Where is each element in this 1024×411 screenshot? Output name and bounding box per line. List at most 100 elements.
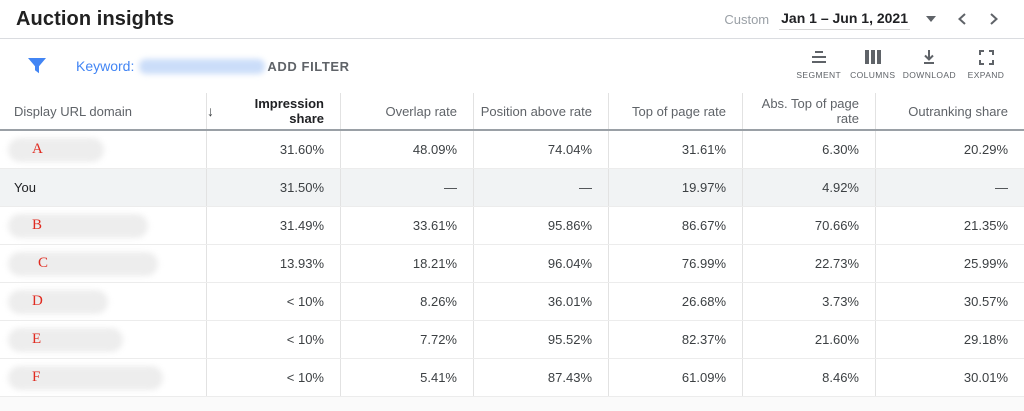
add-filter-button[interactable]: ADD FILTER — [267, 58, 350, 74]
column-header-abs-top-of-page-rate[interactable]: Abs. Top of page rate — [742, 93, 875, 129]
column-header-impression-share[interactable]: ↓ Impression share — [206, 93, 340, 129]
outranking-share-cell: 25.99% — [875, 245, 1024, 282]
top-of-page-rate-cell: 26.68% — [608, 283, 742, 320]
overlap-rate-cell: 33.61% — [340, 207, 473, 244]
table-row[interactable]: E < 10% 7.72% 95.52% 82.37% 21.60% 29.18… — [0, 321, 1024, 359]
column-header-impression-share-label: Impression share — [254, 96, 324, 126]
table-toolbar: SEGMENT COLUMNS DOWNLOAD EXPAND — [789, 47, 1010, 80]
title-bar: Auction insights Custom Jan 1 – Jun 1, 2… — [0, 0, 1024, 39]
domain-cell-redacted: F — [0, 359, 206, 396]
table-row[interactable]: B 31.49% 33.61% 95.86% 86.67% 70.66% 21.… — [0, 207, 1024, 245]
abs-top-of-page-rate-cell: 8.46% — [742, 359, 875, 396]
domain-cell-redacted: D — [0, 283, 206, 320]
chevron-right-icon[interactable] — [982, 7, 1006, 31]
column-header-top-of-page-rate[interactable]: Top of page rate — [608, 93, 742, 129]
top-of-page-rate-cell: 19.97% — [608, 169, 742, 206]
position-above-rate-cell: 74.04% — [473, 131, 608, 168]
outranking-share-cell: 21.35% — [875, 207, 1024, 244]
position-above-rate-cell: — — [473, 169, 608, 206]
expand-button[interactable]: EXPAND — [962, 47, 1010, 80]
redaction-blur — [8, 290, 108, 314]
domain-cell-redacted: A — [0, 131, 206, 168]
redaction-blur — [8, 214, 148, 238]
column-header-overlap-rate[interactable]: Overlap rate — [340, 93, 473, 129]
outranking-share-cell: — — [875, 169, 1024, 206]
column-header-position-above-rate[interactable]: Position above rate — [473, 93, 608, 129]
redaction-blur — [8, 252, 158, 276]
segment-button[interactable]: SEGMENT — [795, 47, 843, 80]
abs-top-of-page-rate-cell: 4.92% — [742, 169, 875, 206]
position-above-rate-cell: 95.86% — [473, 207, 608, 244]
top-of-page-rate-cell: 61.09% — [608, 359, 742, 396]
page-background-strip — [0, 397, 1024, 411]
position-above-rate-cell: 36.01% — [473, 283, 608, 320]
table-header-row: Display URL domain ↓ Impression share Ov… — [0, 93, 1024, 131]
competitor-label: B — [32, 217, 43, 233]
abs-top-of-page-rate-cell: 22.73% — [742, 245, 875, 282]
keyword-filter-chip[interactable]: Keyword: — [76, 58, 135, 74]
position-above-rate-cell: 96.04% — [473, 245, 608, 282]
competitor-label: F — [32, 369, 41, 385]
redaction-blur — [8, 328, 123, 352]
filter-icon — [28, 58, 46, 74]
impression-share-cell: < 10% — [206, 359, 340, 396]
page-title: Auction insights — [16, 7, 175, 30]
overlap-rate-cell: 5.41% — [340, 359, 473, 396]
top-of-page-rate-cell: 31.61% — [608, 131, 742, 168]
outranking-share-cell: 30.01% — [875, 359, 1024, 396]
overlap-rate-cell: 48.09% — [340, 131, 473, 168]
column-header-display-url-domain[interactable]: Display URL domain — [14, 103, 133, 119]
chevron-down-icon[interactable] — [926, 16, 936, 22]
position-above-rate-cell: 95.52% — [473, 321, 608, 358]
overlap-rate-cell: 7.72% — [340, 321, 473, 358]
table-row[interactable]: C 13.93% 18.21% 96.04% 76.99% 22.73% 25.… — [0, 245, 1024, 283]
abs-top-of-page-rate-cell: 3.73% — [742, 283, 875, 320]
top-of-page-rate-cell: 82.37% — [608, 321, 742, 358]
impression-share-cell: < 10% — [206, 283, 340, 320]
outranking-share-cell: 29.18% — [875, 321, 1024, 358]
domain-cell-redacted: B — [0, 207, 206, 244]
competitor-label: C — [38, 255, 49, 271]
segment-icon — [811, 47, 826, 67]
table-row-you[interactable]: You 31.50% — — 19.97% 4.92% — — [0, 169, 1024, 207]
table-row[interactable]: F < 10% 5.41% 87.43% 61.09% 8.46% 30.01% — [0, 359, 1024, 397]
download-label: DOWNLOAD — [902, 70, 956, 80]
columns-button[interactable]: COLUMNS — [849, 47, 897, 80]
keyword-value-redacted[interactable] — [139, 58, 266, 74]
overlap-rate-cell: 18.21% — [340, 245, 473, 282]
overlap-rate-cell: 8.26% — [340, 283, 473, 320]
segment-label: SEGMENT — [796, 70, 842, 80]
impression-share-cell: < 10% — [206, 321, 340, 358]
filter-bar: Keyword: ADD FILTER SEGMENT COLUMNS DOW — [0, 39, 1024, 93]
position-above-rate-cell: 87.43% — [473, 359, 608, 396]
competitor-label: D — [32, 293, 43, 309]
domain-cell-redacted: C — [0, 245, 206, 282]
impression-share-cell: 31.49% — [206, 207, 340, 244]
top-of-page-rate-cell: 86.67% — [608, 207, 742, 244]
impression-share-cell: 31.50% — [206, 169, 340, 206]
table-row[interactable]: D < 10% 8.26% 36.01% 26.68% 3.73% 30.57% — [0, 283, 1024, 321]
chevron-left-icon[interactable] — [950, 7, 974, 31]
sort-descending-icon: ↓ — [207, 103, 214, 119]
date-preset-label: Custom — [724, 11, 770, 27]
date-range-picker[interactable]: Jan 1 – Jun 1, 2021 — [779, 8, 910, 30]
overlap-rate-cell: — — [340, 169, 473, 206]
domain-cell-you: You — [14, 180, 36, 195]
columns-label: COLUMNS — [850, 70, 896, 80]
redaction-blur — [8, 366, 163, 390]
redaction-blur — [8, 138, 104, 162]
column-header-outranking-share[interactable]: Outranking share — [875, 93, 1024, 129]
abs-top-of-page-rate-cell: 6.30% — [742, 131, 875, 168]
impression-share-cell: 13.93% — [206, 245, 340, 282]
competitor-label: A — [32, 141, 43, 157]
download-icon — [921, 47, 937, 67]
outranking-share-cell: 30.57% — [875, 283, 1024, 320]
columns-icon — [864, 47, 882, 67]
download-button[interactable]: DOWNLOAD — [903, 47, 956, 80]
table-row[interactable]: A 31.60% 48.09% 74.04% 31.61% 6.30% 20.2… — [0, 131, 1024, 169]
impression-share-cell: 31.60% — [206, 131, 340, 168]
outranking-share-cell: 20.29% — [875, 131, 1024, 168]
expand-label: EXPAND — [967, 70, 1005, 80]
abs-top-of-page-rate-cell: 21.60% — [742, 321, 875, 358]
